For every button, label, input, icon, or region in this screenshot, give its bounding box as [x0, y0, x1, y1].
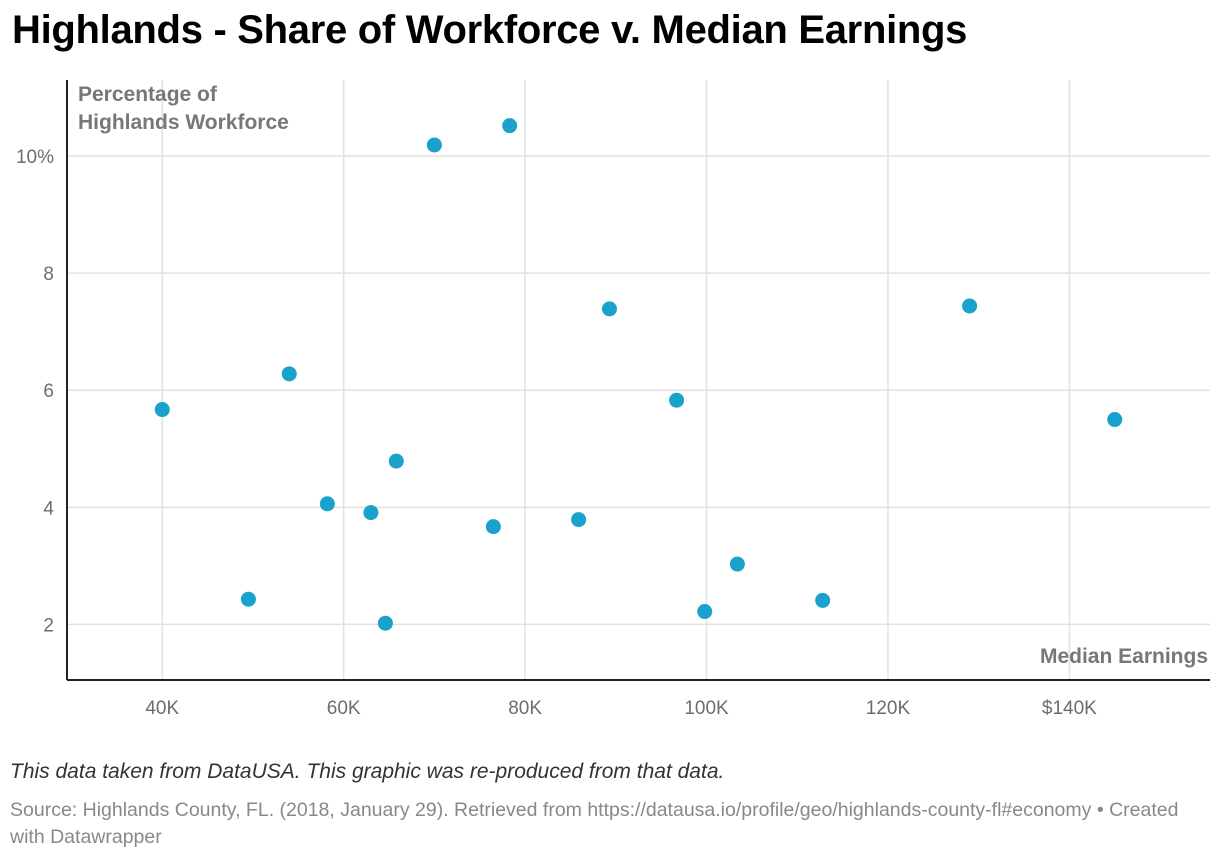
y-axis-ticks: 2 4 6 8 10%	[16, 147, 54, 636]
data-point[interactable]	[377, 615, 393, 631]
scatter-chart: 2 4 6 8 10% 40K 60K 80K 100K 120K $140K Percentag…	[16, 80, 1210, 719]
y-tick-label: 4	[43, 498, 54, 519]
y-axis-title-line-1: Percentage of	[78, 83, 218, 106]
y-tick-label: 8	[43, 264, 54, 285]
data-point[interactable]	[154, 402, 170, 418]
x-axis-ticks: 40K 60K 80K 100K 120K $140K	[145, 698, 1097, 719]
data-point[interactable]	[502, 118, 518, 134]
source-line: Source: Highlands County, FL. (2018, Jan…	[10, 797, 1180, 851]
x-tick-label: 60K	[327, 698, 361, 719]
data-point[interactable]	[240, 591, 256, 607]
x-axis-title: Median Earnings	[1040, 645, 1208, 668]
data-point[interactable]	[426, 137, 442, 153]
x-tick-label: 120K	[866, 698, 911, 719]
data-point[interactable]	[281, 366, 297, 382]
x-tick-label: 80K	[508, 698, 542, 719]
source-text: Source: Highlands County, FL. (2018, Jan…	[10, 799, 1092, 821]
y-tick-label: 2	[43, 615, 54, 636]
data-point[interactable]	[669, 392, 685, 408]
y-axis-title-line-2: Highlands Workforce	[78, 111, 289, 134]
gridlines	[67, 80, 1210, 680]
source-separator: •	[1091, 799, 1110, 821]
datawrapper-credit: Created with Datawrapper	[10, 799, 1179, 848]
data-point[interactable]	[815, 592, 831, 608]
data-point[interactable]	[729, 556, 745, 572]
y-tick-label: 10%	[16, 147, 54, 168]
data-point[interactable]	[571, 512, 587, 528]
data-point[interactable]	[388, 453, 404, 469]
data-point[interactable]	[319, 496, 335, 512]
data-point[interactable]	[601, 301, 617, 317]
y-tick-label: 6	[43, 381, 54, 402]
data-point[interactable]	[697, 604, 713, 620]
data-point[interactable]	[363, 505, 379, 521]
x-tick-label: 100K	[684, 698, 729, 719]
x-tick-label: $140K	[1042, 698, 1097, 719]
data-point[interactable]	[962, 298, 978, 314]
x-tick-label: 40K	[145, 698, 179, 719]
chart-note: This data taken from DataUSA. This graph…	[10, 760, 725, 783]
chart-title: Highlands - Share of Workforce v. Median…	[12, 8, 968, 52]
data-points	[154, 118, 1123, 631]
data-point[interactable]	[1107, 412, 1123, 428]
data-point[interactable]	[485, 519, 501, 535]
